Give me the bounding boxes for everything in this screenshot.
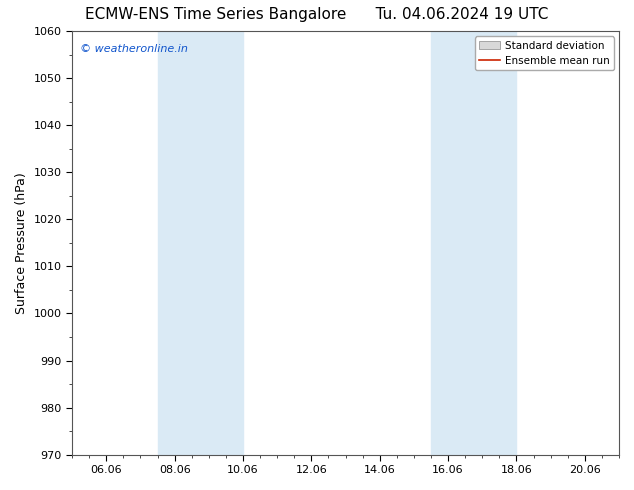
Legend: Standard deviation, Ensemble mean run: Standard deviation, Ensemble mean run bbox=[475, 36, 614, 70]
Text: ECMW-ENS Time Series Bangalore      Tu. 04.06.2024 19 UTC: ECMW-ENS Time Series Bangalore Tu. 04.06… bbox=[86, 7, 548, 23]
Bar bbox=[158, 31, 243, 455]
Bar bbox=[431, 31, 517, 455]
Y-axis label: Surface Pressure (hPa): Surface Pressure (hPa) bbox=[15, 172, 28, 314]
Text: © weatheronline.in: © weatheronline.in bbox=[81, 44, 188, 54]
